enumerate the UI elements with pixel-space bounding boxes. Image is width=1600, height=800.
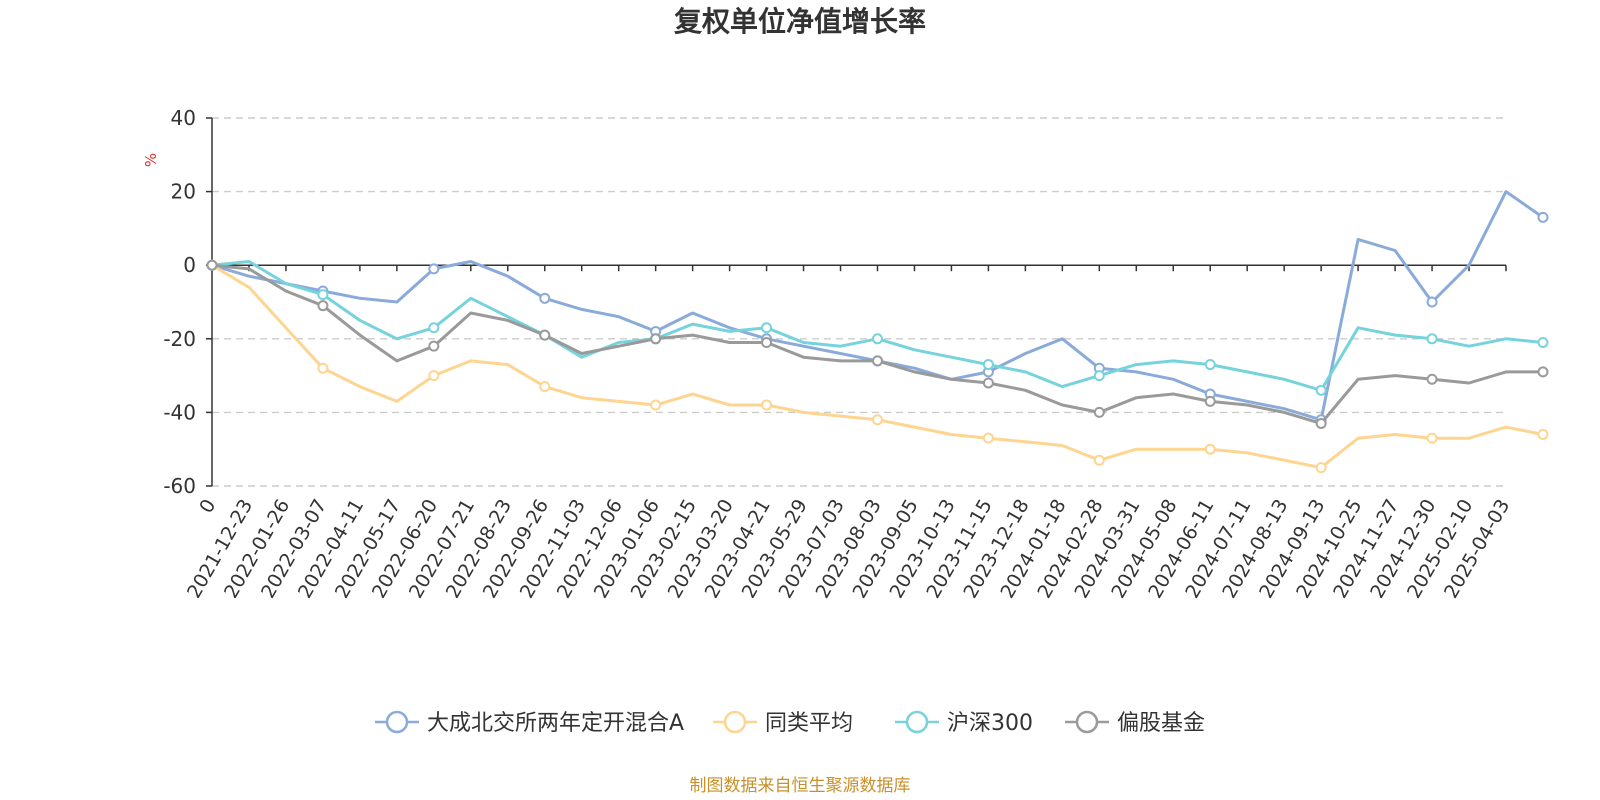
legend-marker: [385, 710, 409, 734]
data-point: [1315, 462, 1327, 474]
data-point: [428, 322, 440, 334]
data-point: [1204, 395, 1216, 407]
series-line: [211, 260, 1544, 392]
data-point: [1537, 428, 1549, 440]
y-tick-label: -20: [163, 327, 196, 351]
gridlines: [212, 117, 1506, 487]
data-point: [539, 329, 551, 341]
series-line: [211, 190, 1544, 422]
series-lines: [206, 190, 1549, 474]
legend-item[interactable]: 沪深300: [895, 710, 1033, 736]
legend-marker: [723, 710, 747, 734]
data-point: [1426, 373, 1438, 385]
data-point: [1093, 406, 1105, 418]
data-source-note: 制图数据来自恒生聚源数据库: [690, 776, 911, 796]
legend-label: 沪深300: [947, 711, 1033, 736]
data-point: [761, 336, 773, 348]
data-point: [539, 381, 551, 393]
x-tick-labels: 02021-12-232022-01-262022-03-072022-04-1…: [183, 496, 1514, 603]
data-point: [428, 263, 440, 275]
data-point: [761, 322, 773, 334]
data-point: [428, 370, 440, 382]
series-2: [206, 259, 1549, 396]
data-point: [1315, 384, 1327, 396]
data-point: [539, 292, 551, 304]
data-point: [650, 399, 662, 411]
legend-item[interactable]: 同类平均: [713, 710, 853, 736]
data-point: [871, 414, 883, 426]
legend-label: 偏股基金: [1117, 711, 1205, 736]
y-tick-label: -40: [163, 400, 196, 424]
data-point: [1093, 454, 1105, 466]
data-point: [1537, 336, 1549, 348]
legend-item[interactable]: 偏股基金: [1065, 710, 1205, 736]
data-point: [1537, 366, 1549, 378]
data-point: [428, 340, 440, 352]
data-point: [317, 300, 329, 312]
data-point: [317, 362, 329, 374]
legend-marker: [1075, 710, 1099, 734]
data-point: [982, 377, 994, 389]
data-point: [871, 355, 883, 367]
axes: [206, 117, 1507, 487]
data-point: [761, 399, 773, 411]
y-tick-labels: -60 -40 -20 0 20 40: [163, 106, 196, 498]
data-point: [1093, 370, 1105, 382]
x-tick-label: 0: [195, 496, 220, 517]
data-point: [871, 333, 883, 345]
data-point: [1204, 443, 1216, 455]
y-tick-label: 40: [171, 106, 196, 130]
y-tick-label: 0: [183, 253, 196, 277]
y-axis-unit: %: [142, 153, 160, 167]
data-point: [982, 432, 994, 444]
legend-item[interactable]: 大成北交所两年定开混合A: [375, 710, 684, 736]
legend[interactable]: 大成北交所两年定开混合A 同类平均 沪深300 偏股基金: [375, 710, 1205, 736]
legend-marker: [905, 710, 929, 734]
data-point: [650, 333, 662, 345]
data-point: [1204, 359, 1216, 371]
y-tick-label: -60: [163, 474, 196, 498]
series-3: [206, 259, 1549, 429]
legend-label: 大成北交所两年定开混合A: [427, 711, 684, 736]
data-point: [1537, 211, 1549, 223]
data-point: [1426, 333, 1438, 345]
data-point: [206, 259, 218, 271]
y-tick-label: 20: [171, 180, 196, 204]
data-point: [1426, 296, 1438, 308]
chart-title: 复权单位净值增长率: [674, 5, 926, 38]
data-point: [1315, 417, 1327, 429]
legend-label: 同类平均: [765, 711, 853, 736]
data-point: [317, 289, 329, 301]
data-point: [1426, 432, 1438, 444]
data-point: [982, 359, 994, 371]
series-line: [211, 263, 1544, 470]
series-0: [206, 190, 1549, 426]
